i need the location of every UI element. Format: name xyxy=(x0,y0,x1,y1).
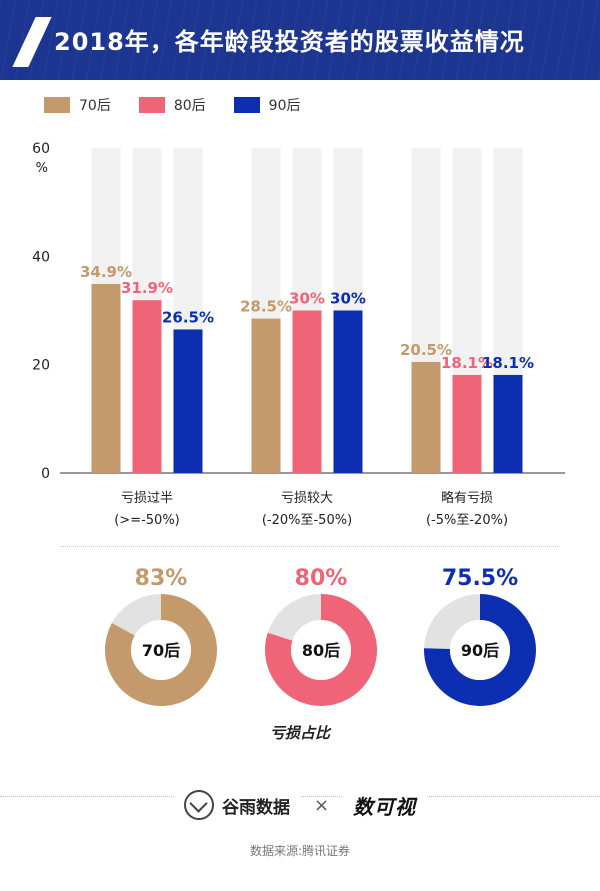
y-tick-label: 40 xyxy=(32,249,50,265)
bar xyxy=(333,310,363,473)
legend-swatch-80 xyxy=(138,97,165,113)
donut-value-slice xyxy=(265,594,378,706)
legend-item-70: 70后 xyxy=(44,95,111,115)
y-unit-label: % xyxy=(36,161,48,176)
section-divider xyxy=(60,546,560,547)
brand-row: 谷雨数据 × 数可视 xyxy=(0,783,600,827)
bar xyxy=(452,374,482,473)
page-title: 2018年，各年龄段投资者的股票收益情况 xyxy=(54,28,525,56)
bar-value-label: 34.9% xyxy=(80,263,132,281)
donut-value-slice xyxy=(105,594,217,706)
donut-center-label: 70后 xyxy=(142,641,180,660)
bar xyxy=(132,300,162,473)
y-tick-label: 60 xyxy=(32,141,50,157)
x-category-label: (>=-50%) xyxy=(114,513,180,528)
legend-swatch-70 xyxy=(44,97,70,113)
bar-value-label: 28.5% xyxy=(240,298,292,316)
brand-guyu-name: 谷雨数据 xyxy=(221,797,290,818)
x-category-label: 略有亏损 xyxy=(441,490,493,506)
donut-center-label: 90后 xyxy=(461,641,499,660)
brand-shukeshi-name: 数可视 xyxy=(353,794,417,819)
bar-value-label: 26.5% xyxy=(162,308,214,326)
donut-center xyxy=(291,620,351,680)
bar-value-label: 18.1% xyxy=(441,354,493,372)
y-tick-label: 20 xyxy=(32,358,50,374)
donut-remainder-slice xyxy=(111,594,161,636)
brand-guyu: 谷雨数据 xyxy=(173,790,300,820)
data-source: 数据来源:腾讯证券 xyxy=(249,844,351,858)
donut-center xyxy=(450,620,510,680)
x-category-label: 亏损较大 xyxy=(281,491,333,506)
legend-item-80: 80后 xyxy=(138,95,206,115)
brand-separator: × xyxy=(313,794,330,816)
y-tick-label: 0 xyxy=(41,466,50,482)
bar-chart: 0 20 40 60% 34.9% 28.5% 20.5% 31.9% 30% 18.1% 26.5… xyxy=(32,141,565,528)
bar-value-label: 30% xyxy=(289,290,325,308)
donut-percent-label: 75.5% xyxy=(442,566,518,591)
bar-value-label: 30% xyxy=(330,290,366,308)
legend-label-80: 80后 xyxy=(173,98,206,114)
bar xyxy=(251,318,281,473)
legend-item-90: 90后 xyxy=(233,95,301,115)
brand-shukeshi: 数可视 xyxy=(343,790,427,820)
header-banner: 2018年，各年龄段投资者的股票收益情况 xyxy=(0,0,600,80)
donut-value-slice xyxy=(424,594,537,706)
footer-divider xyxy=(0,796,600,797)
legend-label-90: 90后 xyxy=(268,98,301,114)
donut-percent-label: 80% xyxy=(295,566,348,591)
x-category-label: (-20%至-50%) xyxy=(262,513,352,528)
legend-label-70: 70后 xyxy=(79,98,111,114)
bar-value-label: 18.1% xyxy=(482,354,534,372)
chart-legend: 70后 80后 90后 xyxy=(44,95,300,115)
donut-caption: 亏损占比 xyxy=(269,724,330,742)
bar xyxy=(411,361,441,473)
bar xyxy=(91,283,121,473)
bar-value-label: 31.9% xyxy=(121,279,173,297)
donut-percent-label: 83% xyxy=(135,566,188,591)
bar xyxy=(493,374,523,473)
guyu-logo-icon xyxy=(183,790,214,820)
bar-value-label: 20.5% xyxy=(400,341,452,359)
header-pattern xyxy=(0,0,600,80)
donut-center-label: 80后 xyxy=(302,641,340,660)
legend-swatch-90 xyxy=(233,97,260,113)
donut-charts: 70后 83% 80后 80% 90后 75.5% xyxy=(105,566,537,706)
x-category-label: 亏损过半 xyxy=(121,491,173,506)
bar xyxy=(173,329,203,473)
x-category-label: (-5%至-20%) xyxy=(426,513,508,528)
donut-remainder-slice xyxy=(424,594,480,650)
donut-center xyxy=(131,620,191,680)
bar xyxy=(292,310,322,473)
donut-remainder-slice xyxy=(267,594,321,641)
